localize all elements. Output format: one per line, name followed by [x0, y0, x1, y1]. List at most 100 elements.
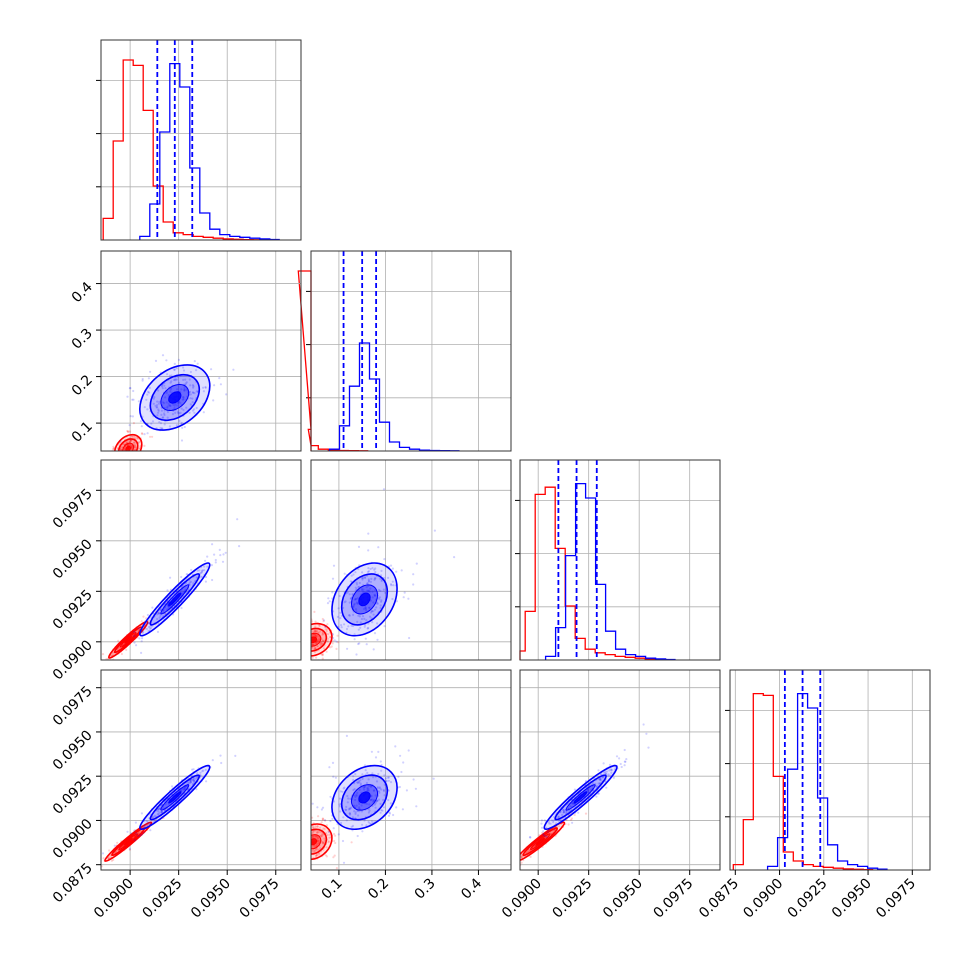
sample-point-red [323, 639, 326, 642]
sample-point-blue [342, 861, 346, 864]
sample-point-red [119, 452, 121, 454]
sample-point-red [316, 634, 319, 637]
sample-point-blue [379, 577, 382, 580]
sample-point-red [307, 840, 309, 842]
sample-point-blue [612, 776, 616, 779]
sample-point-red [305, 639, 307, 641]
sample-point-blue [352, 605, 355, 608]
sample-point-blue [218, 377, 221, 380]
sample-point-red [99, 664, 101, 666]
sample-point-red [320, 642, 324, 645]
sample-point-blue [402, 761, 405, 764]
sample-point-blue [363, 788, 366, 791]
sample-point-red [133, 444, 137, 447]
sample-point-blue [321, 806, 325, 809]
sample-point-blue [185, 381, 188, 384]
sample-point-blue [176, 388, 179, 391]
sample-point-red [315, 642, 318, 645]
sample-point-blue [354, 812, 357, 816]
sample-point-blue [191, 778, 194, 782]
sample-point-blue [344, 600, 347, 603]
sample-point-red [134, 445, 137, 449]
sample-point-red [319, 826, 322, 829]
sample-point-blue [366, 582, 369, 585]
sample-point-red [126, 429, 129, 433]
sample-point-blue [542, 834, 545, 837]
sample-point-blue [236, 518, 239, 521]
sample-point-blue [547, 820, 551, 823]
sample-point-blue [153, 814, 157, 817]
sample-point-red [316, 630, 319, 633]
sample-point-blue [366, 788, 369, 792]
sample-point-red [295, 639, 297, 641]
sample-point-blue [331, 817, 334, 821]
sample-point-blue [354, 798, 357, 802]
sample-point-blue [353, 633, 356, 636]
sample-point-blue [562, 811, 565, 814]
sample-point-blue [353, 794, 356, 797]
sample-point-blue [192, 779, 195, 782]
sample-point-blue [586, 789, 589, 792]
sample-point-blue [146, 432, 149, 435]
sample-point-blue [599, 777, 602, 781]
sample-point-blue [182, 398, 185, 401]
sample-point-blue [173, 362, 176, 365]
x-tick-label: 0.0900 [499, 876, 545, 922]
sample-point-blue [126, 830, 129, 833]
sample-point-red [289, 856, 291, 858]
sample-point-blue [153, 396, 156, 399]
sample-point-blue [133, 839, 137, 842]
sample-point-blue [323, 819, 326, 822]
sample-point-red [303, 837, 305, 839]
sample-point-blue [370, 785, 373, 788]
histogram-red-3 [732, 692, 874, 871]
sample-point-red [125, 454, 127, 456]
sample-point-blue [597, 792, 601, 795]
sample-point-red [493, 876, 495, 878]
sample-point-red [314, 630, 317, 633]
sample-point-red [316, 842, 320, 845]
sample-point-blue [377, 546, 380, 549]
sample-point-red [133, 457, 135, 459]
y-tick-label: 0.0900 [50, 816, 96, 862]
sample-point-blue [204, 768, 207, 772]
sample-point-blue [374, 802, 377, 805]
x-tick-label: 0.0900 [740, 876, 786, 922]
sample-point-red [305, 847, 307, 849]
sample-point-blue [367, 787, 370, 790]
sample-point-blue [528, 836, 532, 839]
sample-point-red [294, 845, 296, 847]
sample-point-blue [371, 567, 374, 570]
sample-point-red [138, 831, 141, 835]
sample-point-blue [158, 808, 161, 811]
sample-point-red [327, 640, 330, 643]
sample-point-red [324, 854, 327, 857]
sample-point-red [304, 845, 306, 847]
sample-point-blue [615, 755, 619, 758]
sample-point-blue [619, 762, 622, 766]
sample-point-blue [168, 374, 171, 377]
sample-point-blue [387, 576, 390, 580]
sample-point-blue [189, 781, 192, 784]
sample-point-blue [378, 791, 381, 794]
sample-point-red [540, 831, 544, 834]
sample-point-blue [647, 746, 650, 749]
sample-point-red [306, 637, 308, 639]
sample-point-blue [375, 780, 379, 783]
sample-point-red [331, 642, 334, 645]
sample-point-red [110, 452, 112, 454]
sample-point-red [308, 870, 310, 872]
sample-point-blue [357, 780, 360, 783]
sample-point-blue [599, 778, 602, 782]
contour-blue-level-3 [168, 391, 182, 404]
sample-point-red [303, 640, 305, 642]
sample-point-red [109, 855, 112, 858]
histogram-red-1 [297, 270, 369, 452]
sample-point-red [302, 646, 304, 648]
sample-point-red [328, 833, 331, 836]
sample-point-blue [380, 599, 383, 602]
sample-point-blue [190, 568, 193, 572]
sample-point-red [306, 634, 308, 636]
sample-point-blue [352, 778, 355, 782]
